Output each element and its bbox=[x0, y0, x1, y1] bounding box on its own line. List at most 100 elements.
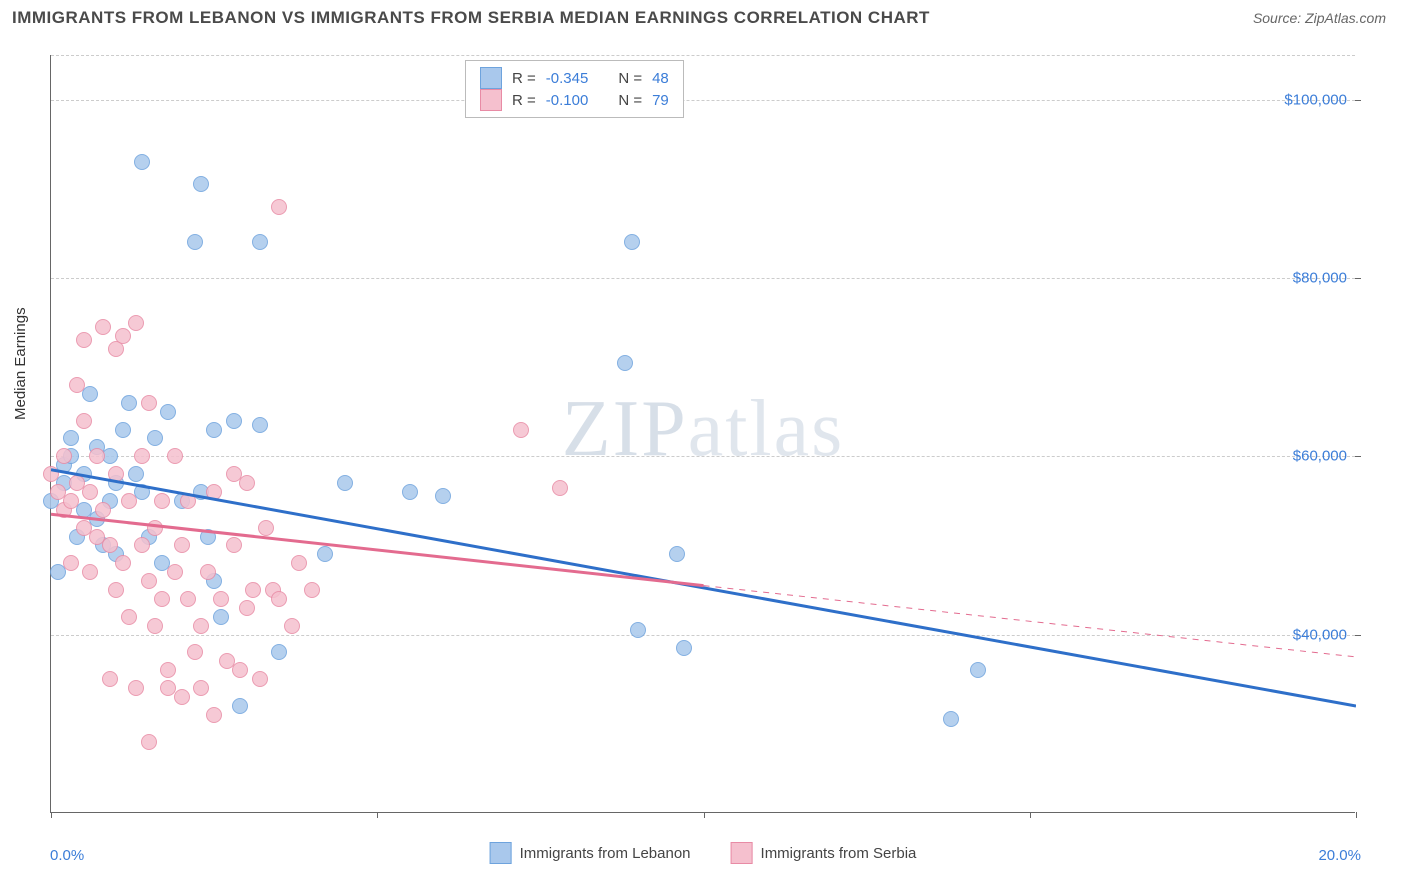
data-point bbox=[174, 537, 190, 553]
data-point bbox=[226, 413, 242, 429]
data-point bbox=[304, 582, 320, 598]
data-point bbox=[82, 386, 98, 402]
stats-row-serbia: R = -0.100 N = 79 bbox=[480, 89, 669, 111]
stats-r-value-1: -0.100 bbox=[546, 92, 589, 109]
watermark-part2: atlas bbox=[688, 384, 845, 472]
data-point bbox=[141, 573, 157, 589]
y-tick-label: $60,000 bbox=[1293, 448, 1347, 465]
scatter-plot-area: ZIPatlas $40,000 $60,000 $80,000 $100,000 bbox=[50, 55, 1355, 813]
legend-swatch-serbia bbox=[731, 842, 753, 864]
data-point bbox=[63, 493, 79, 509]
stats-n-label-1: N = bbox=[618, 92, 642, 109]
data-point bbox=[128, 315, 144, 331]
data-point bbox=[193, 176, 209, 192]
data-point bbox=[180, 591, 196, 607]
source-attribution: Source: ZipAtlas.com bbox=[1253, 10, 1386, 26]
data-point bbox=[147, 520, 163, 536]
data-point bbox=[258, 520, 274, 536]
data-point bbox=[213, 609, 229, 625]
data-point bbox=[76, 413, 92, 429]
stats-swatch-lebanon bbox=[480, 67, 502, 89]
chart-header: IMMIGRANTS FROM LEBANON VS IMMIGRANTS FR… bbox=[12, 8, 1386, 28]
legend-item-serbia: Immigrants from Serbia bbox=[731, 842, 917, 864]
data-point bbox=[291, 555, 307, 571]
stats-n-value-0: 48 bbox=[652, 70, 669, 87]
data-point bbox=[121, 493, 137, 509]
data-point bbox=[239, 600, 255, 616]
data-point bbox=[337, 475, 353, 491]
y-tick-label: $100,000 bbox=[1284, 91, 1347, 108]
stats-n-label-0: N = bbox=[618, 70, 642, 87]
data-point bbox=[147, 430, 163, 446]
data-point bbox=[435, 488, 451, 504]
data-point bbox=[154, 493, 170, 509]
bottom-legend: Immigrants from Lebanon Immigrants from … bbox=[490, 842, 917, 864]
data-point bbox=[154, 591, 170, 607]
data-point bbox=[200, 529, 216, 545]
data-point bbox=[213, 591, 229, 607]
data-point bbox=[69, 377, 85, 393]
data-point bbox=[252, 417, 268, 433]
data-point bbox=[95, 319, 111, 335]
chart-title: IMMIGRANTS FROM LEBANON VS IMMIGRANTS FR… bbox=[12, 8, 930, 28]
data-point bbox=[232, 698, 248, 714]
data-point bbox=[134, 448, 150, 464]
y-tick-label: $40,000 bbox=[1293, 626, 1347, 643]
data-point bbox=[284, 618, 300, 634]
data-point bbox=[513, 422, 529, 438]
data-point bbox=[128, 466, 144, 482]
data-point bbox=[206, 707, 222, 723]
data-point bbox=[174, 689, 190, 705]
data-point bbox=[617, 355, 633, 371]
stats-r-value-0: -0.345 bbox=[546, 70, 589, 87]
data-point bbox=[89, 448, 105, 464]
data-point bbox=[63, 430, 79, 446]
data-point bbox=[134, 537, 150, 553]
y-axis-label: Median Earnings bbox=[12, 307, 29, 420]
data-point bbox=[128, 680, 144, 696]
data-point bbox=[669, 546, 685, 562]
data-point bbox=[245, 582, 261, 598]
data-point bbox=[200, 564, 216, 580]
data-point bbox=[76, 332, 92, 348]
data-point bbox=[180, 493, 196, 509]
stats-row-lebanon: R = -0.345 N = 48 bbox=[480, 67, 669, 89]
data-point bbox=[82, 564, 98, 580]
stats-r-label-0: R = bbox=[512, 70, 536, 87]
stats-n-value-1: 79 bbox=[652, 92, 669, 109]
data-point bbox=[252, 234, 268, 250]
data-point bbox=[147, 618, 163, 634]
data-point bbox=[108, 582, 124, 598]
watermark: ZIPatlas bbox=[562, 383, 845, 474]
data-point bbox=[56, 448, 72, 464]
stats-swatch-serbia bbox=[480, 89, 502, 111]
data-point bbox=[95, 502, 111, 518]
data-point bbox=[624, 234, 640, 250]
data-point bbox=[121, 609, 137, 625]
data-point bbox=[239, 475, 255, 491]
data-point bbox=[193, 680, 209, 696]
legend-item-lebanon: Immigrants from Lebanon bbox=[490, 842, 691, 864]
data-point bbox=[102, 537, 118, 553]
data-point bbox=[121, 395, 137, 411]
data-point bbox=[167, 448, 183, 464]
data-point bbox=[317, 546, 333, 562]
data-point bbox=[160, 662, 176, 678]
data-point bbox=[193, 618, 209, 634]
data-point bbox=[970, 662, 986, 678]
data-point bbox=[252, 671, 268, 687]
data-point bbox=[402, 484, 418, 500]
data-point bbox=[160, 404, 176, 420]
legend-label-serbia: Immigrants from Serbia bbox=[761, 845, 917, 862]
data-point bbox=[552, 480, 568, 496]
x-axis-max: 20.0% bbox=[1318, 847, 1361, 864]
data-point bbox=[187, 234, 203, 250]
legend-label-lebanon: Immigrants from Lebanon bbox=[520, 845, 691, 862]
data-point bbox=[271, 644, 287, 660]
data-point bbox=[206, 422, 222, 438]
y-tick-label: $80,000 bbox=[1293, 269, 1347, 286]
data-point bbox=[943, 711, 959, 727]
data-point bbox=[108, 466, 124, 482]
data-point bbox=[232, 662, 248, 678]
data-point bbox=[141, 395, 157, 411]
